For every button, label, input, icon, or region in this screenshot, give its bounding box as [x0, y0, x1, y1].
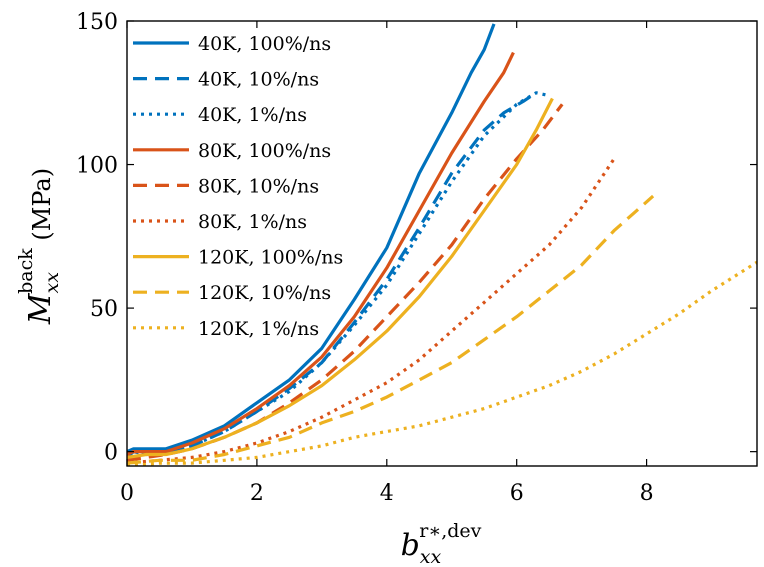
legend-label-4: 80K, 10%/ns [198, 175, 319, 197]
series-line-0 [127, 23, 496, 454]
plot-area [127, 23, 757, 466]
x-tick-label: 6 [510, 481, 524, 506]
x-tick-label: 8 [640, 481, 654, 506]
y-axis-title-sup: back [15, 248, 37, 294]
plot-frame [126, 20, 758, 467]
legend-label-1: 40K, 10%/ns [198, 69, 319, 91]
y-axis-title-base: M [23, 292, 58, 325]
x-tick-label: 2 [250, 481, 264, 506]
y-axis-title-unit: (MPa) [28, 168, 56, 248]
x-axis-title: bxx r∗,dev [401, 520, 482, 567]
x-axis-title-sup: r∗,dev [419, 520, 481, 542]
legend: 40K, 100%/ns 40K, 10%/ns 40K, 1%/ns 80K, 10… [133, 33, 343, 340]
x-tick-label: 4 [380, 481, 394, 506]
series-line-5 [127, 157, 616, 465]
legend-label-7: 120K, 10%/ns [198, 282, 331, 304]
y-tick-label: 0 [104, 441, 118, 466]
x-tick-label: 0 [120, 481, 134, 506]
y-tick-label: 50 [90, 297, 118, 322]
series-line-1 [127, 91, 538, 459]
legend-label-8: 120K, 1%/ns [198, 318, 319, 340]
series-line-7 [127, 194, 655, 465]
legend-label-6: 120K, 100%/ns [198, 247, 343, 269]
series-line-8 [127, 260, 757, 466]
x-axis-title-sub: xx [420, 546, 442, 567]
y-tick-label: 150 [76, 10, 118, 35]
series-line-2 [127, 91, 550, 462]
series-line-3 [127, 51, 515, 456]
y-tick-label: 100 [76, 154, 118, 179]
legend-label-3: 80K, 100%/ns [198, 140, 331, 162]
x-axis-title-base: b [401, 528, 420, 563]
series-line-6 [127, 97, 554, 459]
y-axis-title: Mxxback (MPa) [15, 168, 63, 325]
legend-label-2: 40K, 1%/ns [198, 104, 307, 126]
axes [126, 20, 758, 467]
legend-label-0: 40K, 100%/ns [198, 33, 331, 55]
legend-label-5: 80K, 1%/ns [198, 211, 307, 233]
y-axis-title-sub: xx [41, 272, 63, 294]
tick-labels: 0 2 4 6 8 0 50 100 150 [76, 10, 654, 506]
